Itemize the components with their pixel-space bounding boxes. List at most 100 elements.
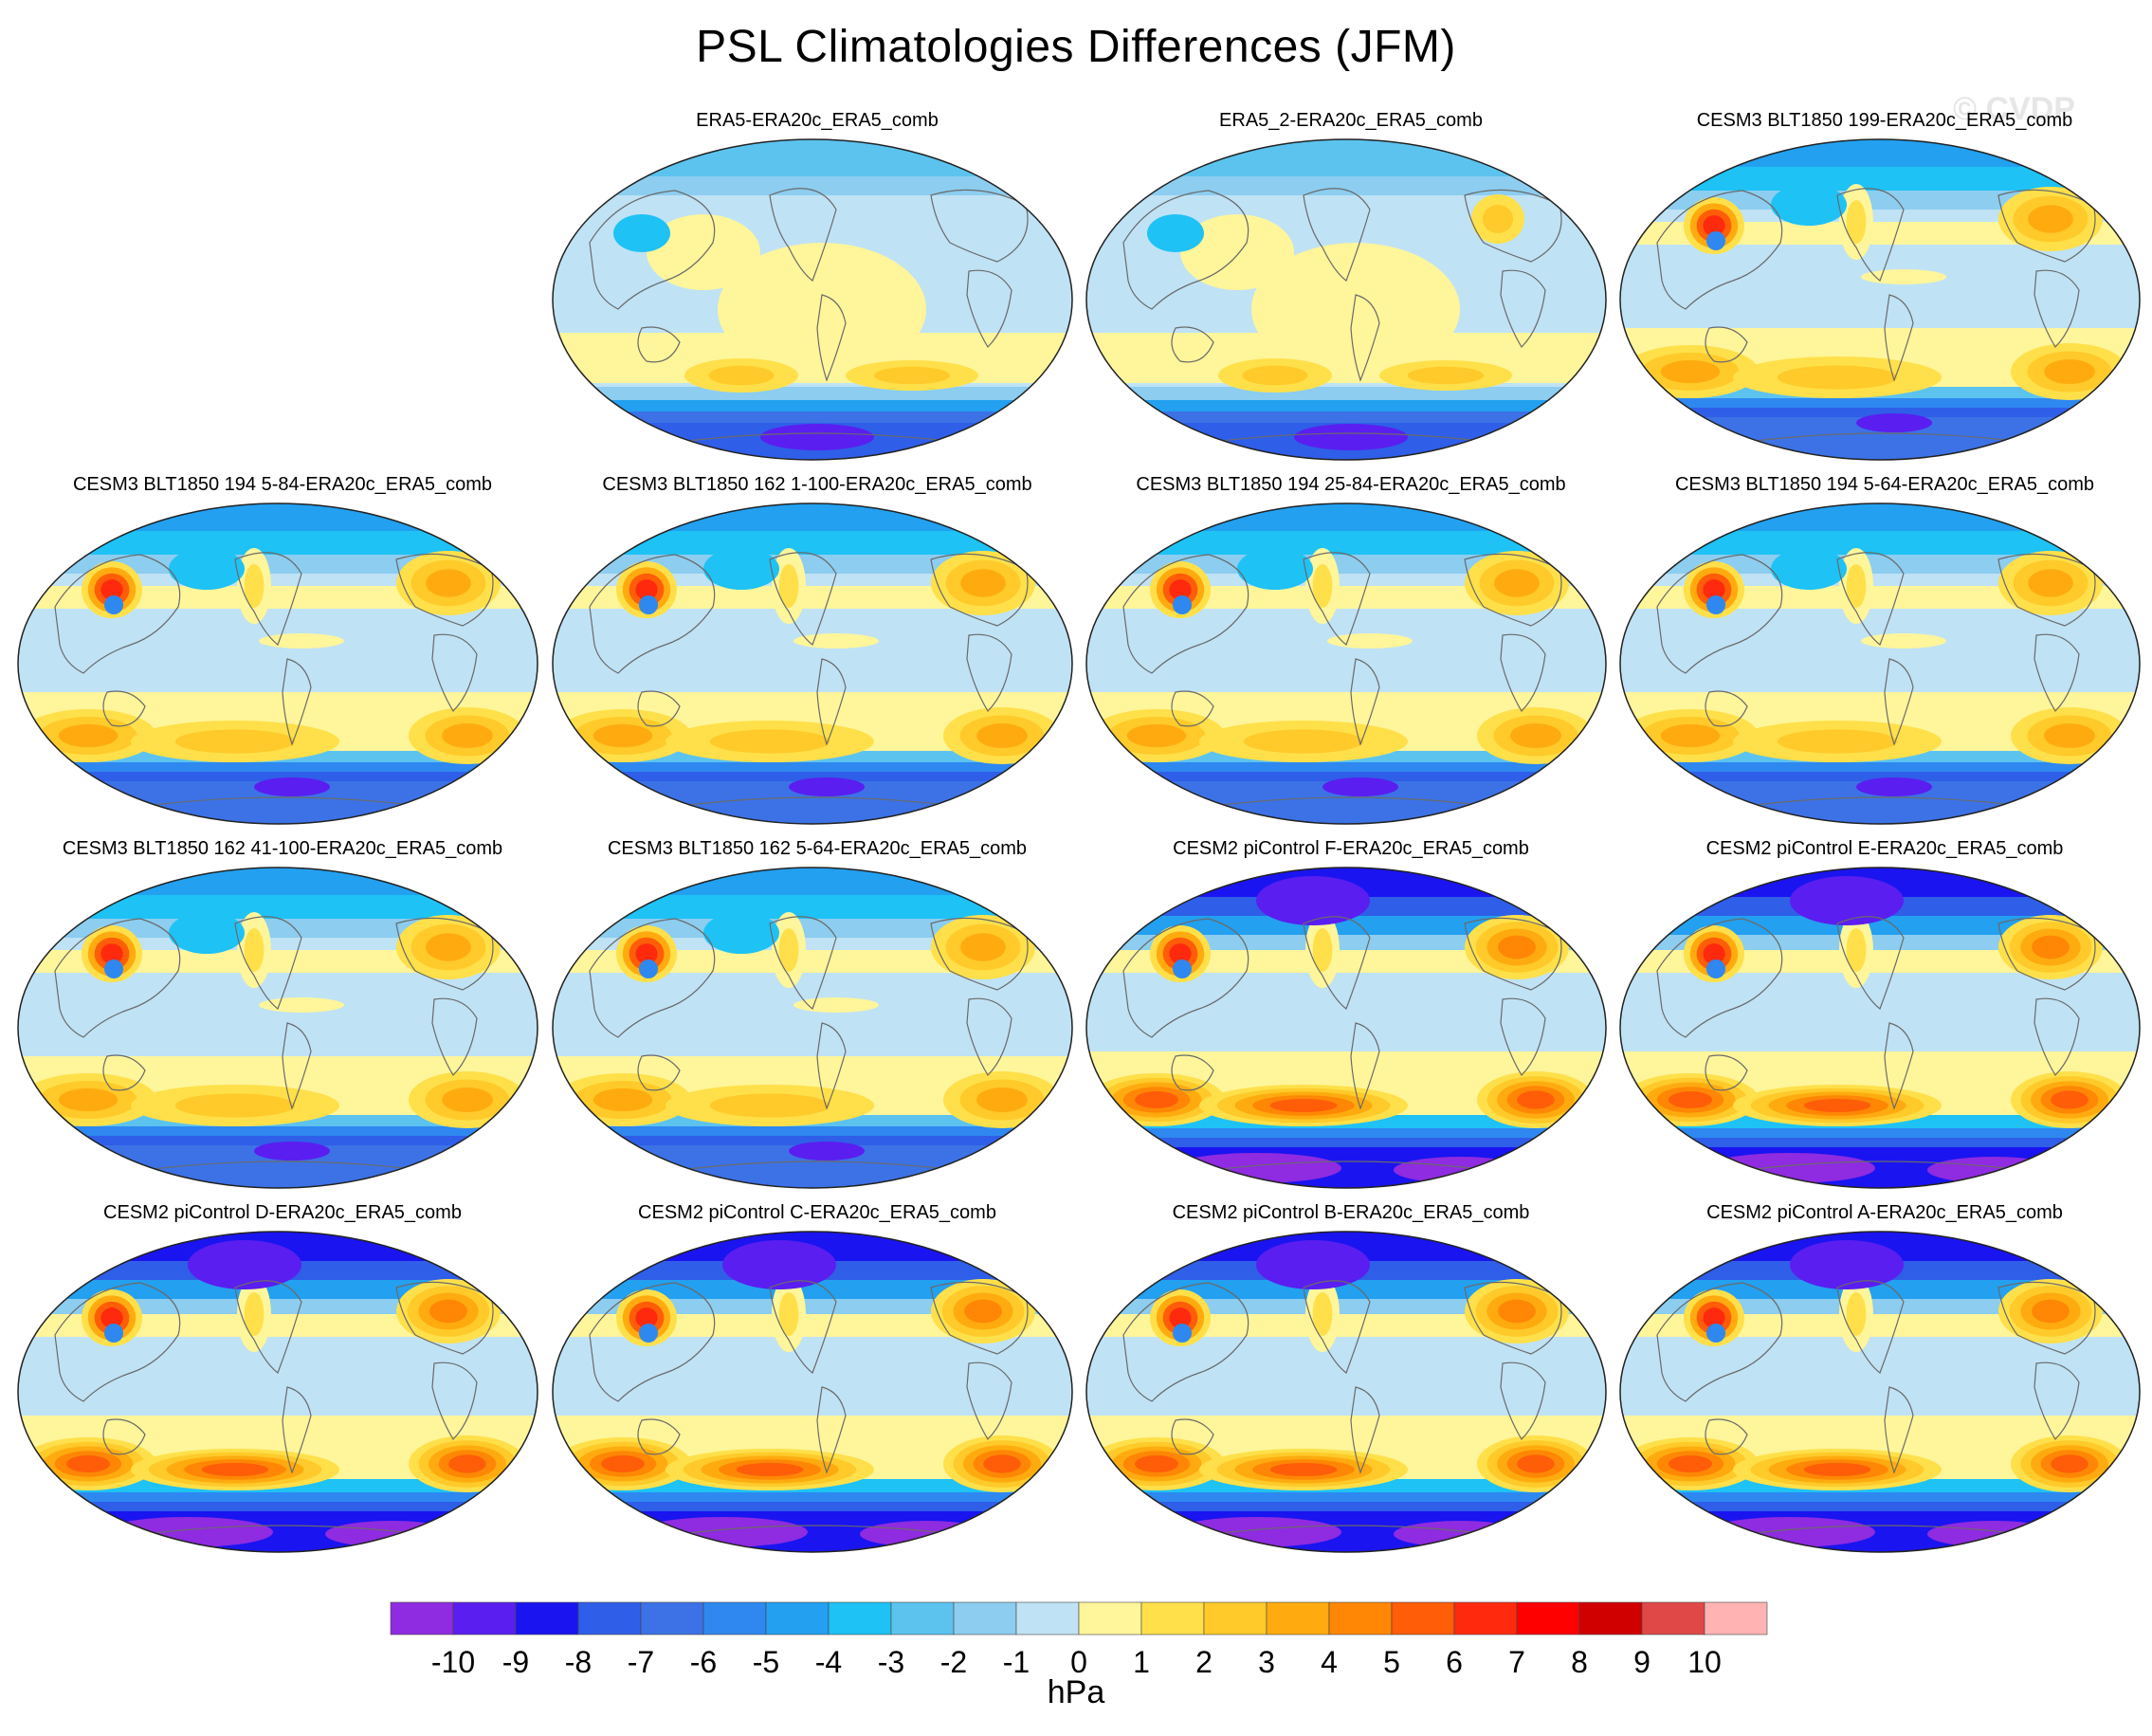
colorbar-tick-label: 6 <box>1446 1645 1463 1676</box>
psl-map <box>1085 138 1607 461</box>
psl-difference-field <box>1620 139 2140 460</box>
coastlines <box>1656 916 2096 1173</box>
map-border <box>1085 867 1607 1189</box>
colorbar-swatch <box>828 1601 892 1635</box>
colorbar-swatch <box>1328 1601 1393 1635</box>
colorbar-tick-label: -1 <box>1003 1645 1030 1676</box>
psl-difference-field <box>18 503 538 824</box>
colorbar-tick-label: 7 <box>1508 1645 1525 1676</box>
map-panel: CESM2 piControl E-ERA20c_ERA5_comb <box>1619 838 2150 1198</box>
colorbar-tick-label: 8 <box>1571 1645 1588 1676</box>
coastlines <box>589 1280 1029 1537</box>
psl-difference-field <box>553 868 1072 1188</box>
colorbar-swatch <box>1641 1601 1705 1635</box>
psl-difference-field <box>553 1232 1072 1552</box>
panel-title: CESM3 BLT1850 162 5-64-ERA20c_ERA5_comb <box>607 838 1028 859</box>
psl-map <box>1085 1231 1607 1553</box>
map-border <box>1619 1231 2141 1553</box>
colorbar-swatch <box>1140 1601 1205 1635</box>
coastlines <box>589 916 1029 1173</box>
map-panel: CESM3 BLT1850 162 1-100-ERA20c_ERA5_comb <box>552 474 1083 834</box>
psl-map <box>552 867 1073 1189</box>
colorbar-tick-label: 3 <box>1258 1645 1275 1676</box>
map-panel: CESM3 BLT1850 162 5-64-ERA20c_ERA5_comb <box>552 838 1083 1198</box>
psl-map <box>1619 503 2141 825</box>
psl-map <box>17 503 538 825</box>
coastlines <box>1122 916 1562 1173</box>
coastlines <box>54 552 494 809</box>
map-panel: CESM2 piControl C-ERA20c_ERA5_comb <box>552 1202 1083 1562</box>
colorbar-tick-label: 0 <box>1070 1645 1087 1676</box>
colorbar-swatch <box>1078 1601 1142 1635</box>
map-border <box>1619 503 2141 825</box>
panel-title: CESM3 BLT1850 194 5-84-ERA20c_ERA5_comb <box>72 474 493 495</box>
map-panel: ERA5-ERA20c_ERA5_comb <box>552 110 1083 470</box>
colorbar-unit-label: hPa <box>1047 1674 1105 1710</box>
psl-map <box>1619 1231 2141 1553</box>
colorbar-swatch <box>890 1601 955 1635</box>
colorbar-swatch <box>1015 1601 1080 1635</box>
psl-map <box>17 1231 538 1553</box>
map-border <box>1085 503 1607 825</box>
colorbar-swatch <box>452 1601 517 1635</box>
coastlines <box>1656 188 2096 445</box>
map-border <box>1619 867 2141 1189</box>
colorbar-swatch <box>765 1601 830 1635</box>
map-panel: CESM3 BLT1850 194 5-64-ERA20c_ERA5_comb <box>1619 474 2150 834</box>
colorbar-tick-label: 5 <box>1383 1645 1400 1676</box>
map-panel: ERA5_2-ERA20c_ERA5_comb <box>1085 110 1616 470</box>
map-panel: CESM3 BLT1850 162 41-100-ERA20c_ERA5_com… <box>17 838 548 1198</box>
colorbar: -10 -9 -8 -7 -6 -5 -4 -3 -2 -1 0 1 2 3 4 5 6 7 8 9 10 <box>390 1601 1768 1676</box>
colorbar-tick-label: 10 <box>1687 1645 1722 1676</box>
panel-title: CESM2 piControl C-ERA20c_ERA5_comb <box>638 1202 996 1223</box>
psl-map <box>552 1231 1073 1553</box>
panel-title: CESM3 BLT1850 199-ERA20c_ERA5_comb <box>1696 110 2073 131</box>
psl-difference-field <box>18 868 538 1188</box>
map-panel: CESM2 piControl B-ERA20c_ERA5_comb <box>1085 1202 1616 1562</box>
psl-map <box>552 503 1073 825</box>
map-panel: CESM3 BLT1850 199-ERA20c_ERA5_comb <box>1619 110 2150 470</box>
psl-map <box>17 867 538 1189</box>
coastlines <box>1122 188 1562 445</box>
map-border <box>17 503 538 825</box>
panel-title: CESM2 piControl D-ERA20c_ERA5_comb <box>103 1202 462 1223</box>
colorbar-tick-label: -2 <box>940 1645 967 1676</box>
colorbar-tick-label: 4 <box>1321 1645 1338 1676</box>
map-border <box>552 867 1073 1189</box>
map-panel: CESM3 BLT1850 194 25-84-ERA20c_ERA5_comb <box>1085 474 1616 834</box>
psl-map <box>1085 503 1607 825</box>
psl-map <box>1619 138 2141 461</box>
panel-title: CESM3 BLT1850 194 25-84-ERA20c_ERA5_comb <box>1136 474 1566 495</box>
colorbar-swatch <box>1391 1601 1455 1635</box>
colorbar-swatch <box>515 1601 579 1635</box>
psl-map <box>552 138 1073 461</box>
figure-title: PSL Climatologies Differences (JFM) <box>696 22 1456 72</box>
panel-title: CESM2 piControl A-ERA20c_ERA5_comb <box>1706 1202 2063 1223</box>
panel-title: ERA5_2-ERA20c_ERA5_comb <box>1219 110 1483 131</box>
map-border <box>1085 138 1607 461</box>
psl-difference-field <box>1086 139 1606 460</box>
map-border <box>1085 1231 1607 1553</box>
colorbar-swatch <box>953 1601 1017 1635</box>
psl-difference-field <box>553 503 1072 824</box>
psl-difference-field <box>1086 1232 1606 1552</box>
panel-title: CESM3 BLT1850 162 1-100-ERA20c_ERA5_comb <box>602 474 1032 495</box>
map-border <box>552 1231 1073 1553</box>
colorbar-tick-label: -5 <box>753 1645 779 1676</box>
psl-difference-field <box>1620 868 2140 1188</box>
colorbar-tick-label: 2 <box>1195 1645 1213 1676</box>
psl-difference-field <box>1620 1232 2140 1552</box>
colorbar-swatch <box>1203 1601 1267 1635</box>
colorbar-tick-label: 9 <box>1633 1645 1650 1676</box>
map-border <box>17 867 538 1189</box>
map-border <box>552 138 1073 461</box>
watermark: © CVDP <box>1953 91 2075 127</box>
map-panel: CESM2 piControl D-ERA20c_ERA5_comb <box>17 1202 548 1562</box>
colorbar-tick-label: -9 <box>502 1645 529 1676</box>
coastlines <box>589 552 1029 809</box>
map-border <box>17 1231 538 1553</box>
map-panel: CESM3 BLT1850 194 5-84-ERA20c_ERA5_comb <box>17 474 548 834</box>
coastlines <box>1122 552 1562 809</box>
colorbar-tick-label: -6 <box>690 1645 717 1676</box>
colorbar-tick-label: -8 <box>565 1645 592 1676</box>
